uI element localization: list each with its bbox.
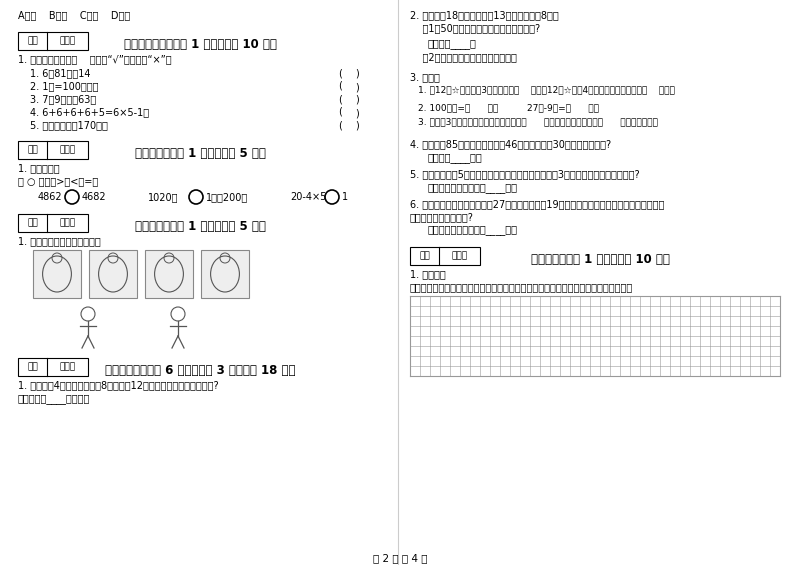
Text: 2. 玩具汽车18元，玩具飞机13元，玩具轮电8元。: 2. 玩具汽车18元，玩具飞机13元，玩具轮电8元。 xyxy=(410,10,558,20)
Text: 得分: 得分 xyxy=(27,219,38,228)
Text: 答：还剂____元: 答：还剂____元 xyxy=(428,39,477,49)
FancyBboxPatch shape xyxy=(18,214,88,232)
FancyBboxPatch shape xyxy=(410,247,480,265)
Text: 1: 1 xyxy=(342,192,348,202)
Text: 得分: 得分 xyxy=(27,363,38,372)
Text: 3. 7个9相加得63。: 3. 7个9相加得63。 xyxy=(30,94,96,104)
Text: 1. 操作题。: 1. 操作题。 xyxy=(410,269,446,279)
Text: (: ( xyxy=(338,107,342,117)
Text: 评卷人: 评卷人 xyxy=(60,219,76,228)
Text: 20-4×5: 20-4×5 xyxy=(290,192,326,202)
Text: (: ( xyxy=(338,94,342,104)
Text: (: ( xyxy=(338,120,342,130)
Text: 得分: 得分 xyxy=(27,37,38,46)
FancyBboxPatch shape xyxy=(145,250,193,298)
Text: ): ) xyxy=(355,82,358,92)
Text: 五、判断对与错（共 1 大题，共计 10 分）: 五、判断对与错（共 1 大题，共计 10 分） xyxy=(123,38,277,51)
Text: 5. 二年级一班有5个红皮球，黄皮球的个数是红皮球的3倍，黄皮球比红皮球多几个?: 5. 二年级一班有5个红皮球，黄皮球的个数是红皮球的3倍，黄皮球比红皮球多几个? xyxy=(410,169,640,179)
Text: 2. 1米=100厘米。: 2. 1米=100厘米。 xyxy=(30,81,98,91)
Text: ): ) xyxy=(355,69,358,79)
Text: 得分: 得分 xyxy=(419,251,430,260)
Text: 答：三个年级一共去了____人。: 答：三个年级一共去了____人。 xyxy=(428,225,518,235)
Text: 答：黄皮球比红皮球多____个。: 答：黄皮球比红皮球多____个。 xyxy=(428,183,518,193)
Text: 1. 连一连被子里看到的图像。: 1. 连一连被子里看到的图像。 xyxy=(18,236,101,246)
Text: 4682: 4682 xyxy=(82,192,106,202)
Text: 1. 把12个☆平均分成3份，每份是（    ）个；12个☆，每4个分成一份，可以分成（    ）份。: 1. 把12个☆平均分成3份，每份是（ ）个；12个☆，每4个分成一份，可以分成… xyxy=(418,85,675,94)
Text: 评卷人: 评卷人 xyxy=(60,363,76,372)
Text: 1. 6的81倍是14: 1. 6的81倍是14 xyxy=(30,68,90,78)
Text: 在 ○ 里填上>、<或=。: 在 ○ 里填上>、<或=。 xyxy=(18,176,98,186)
Text: 3. 画一最3厘米长的线段，一般应从尺的（      ）刻度开始画起，画到（      ）厘米的地方。: 3. 画一最3厘米长的线段，一般应从尺的（ ）刻度开始画起，画到（ ）厘米的地方… xyxy=(418,117,658,126)
Text: 答：一共有____棵果树。: 答：一共有____棵果树。 xyxy=(18,394,90,404)
Text: ): ) xyxy=(355,95,358,105)
Text: 评卷人: 评卷人 xyxy=(452,251,468,260)
Text: 个年级一共去了多少人?: 个年级一共去了多少人? xyxy=(410,212,474,222)
Text: （1）50元能买哪两件玩具，还剂多少钱?: （1）50元能买哪两件玩具，还剂多少钱? xyxy=(410,23,540,33)
Text: 1. 果园里有4行苹果树，每行8棵，还有12棵梨树，一共有多少棵果树?: 1. 果园里有4行苹果树，每行8棵，还有12棵梨树，一共有多少棵果树? xyxy=(18,380,218,390)
Text: 答：还剂____听。: 答：还剂____听。 xyxy=(428,153,482,163)
Text: ): ) xyxy=(355,121,358,131)
Text: 4. 食品店有85听可乐，上午卖了46听，下午卖了30听，还剂多少听?: 4. 食品店有85听可乐，上午卖了46听，下午卖了30听，还剂多少听? xyxy=(410,139,611,149)
Text: 1. 判断题。对的在（    ）里画“√”，错的画“×”。: 1. 判断题。对的在（ ）里画“√”，错的画“×”。 xyxy=(18,54,172,64)
FancyBboxPatch shape xyxy=(33,250,81,298)
Text: （2）你还能提什么问题？并解答。: （2）你还能提什么问题？并解答。 xyxy=(410,52,517,62)
Text: 七、连一连（共 1 大题，共计 5 分）: 七、连一连（共 1 大题，共计 5 分） xyxy=(134,220,266,233)
FancyBboxPatch shape xyxy=(201,250,249,298)
Text: 得分: 得分 xyxy=(27,146,38,154)
Text: 2. 100厘米=（      ）米          27米-9米=（      ）米: 2. 100厘米=（ ）米 27米-9米=（ ）米 xyxy=(418,103,599,112)
Text: 六、比一比（共 1 大题，共计 5 分）: 六、比一比（共 1 大题，共计 5 分） xyxy=(134,147,266,160)
FancyBboxPatch shape xyxy=(89,250,137,298)
Text: 在下面的方格纸上分别画上一个四边形，一个五边形，一个六边形和一个平行四边形。: 在下面的方格纸上分别画上一个四边形，一个五边形，一个六边形和一个平行四边形。 xyxy=(410,282,634,292)
FancyBboxPatch shape xyxy=(18,141,88,159)
Text: (: ( xyxy=(338,68,342,78)
Text: 1千克200克: 1千克200克 xyxy=(206,192,248,202)
FancyBboxPatch shape xyxy=(18,358,88,376)
Text: 4862: 4862 xyxy=(38,192,62,202)
Text: 第 2 页 共 4 页: 第 2 页 共 4 页 xyxy=(373,553,427,563)
Text: 评卷人: 评卷人 xyxy=(60,37,76,46)
Text: 十、综合题（共 1 大题，共计 10 分）: 十、综合题（共 1 大题，共计 10 分） xyxy=(530,253,670,266)
Text: 6. 同学们去郊游，一年级去了27人，二年级去了19人，三年级去的人数与二年级同样多，三: 6. 同学们去郊游，一年级去了27人，二年级去了19人，三年级去的人数与二年级同… xyxy=(410,199,664,209)
Text: (: ( xyxy=(338,81,342,91)
Text: 5. 李老师身高是170米。: 5. 李老师身高是170米。 xyxy=(30,120,108,130)
Text: A、时    B、角    C、分    D、米: A、时 B、角 C、分 D、米 xyxy=(18,10,130,20)
Text: 1. 我会比较。: 1. 我会比较。 xyxy=(18,163,60,173)
FancyBboxPatch shape xyxy=(18,32,88,50)
Text: 4. 6+6+6+6+5=6×5-1。: 4. 6+6+6+6+5=6×5-1。 xyxy=(30,107,149,117)
Text: ): ) xyxy=(355,108,358,118)
Text: 评卷人: 评卷人 xyxy=(60,146,76,154)
Text: 八、解决问题（共 6 小题，每题 3 分，共计 18 分）: 八、解决问题（共 6 小题，每题 3 分，共计 18 分） xyxy=(105,364,295,377)
Text: 3. 填空。: 3. 填空。 xyxy=(410,72,440,82)
Text: 1020克: 1020克 xyxy=(148,192,178,202)
